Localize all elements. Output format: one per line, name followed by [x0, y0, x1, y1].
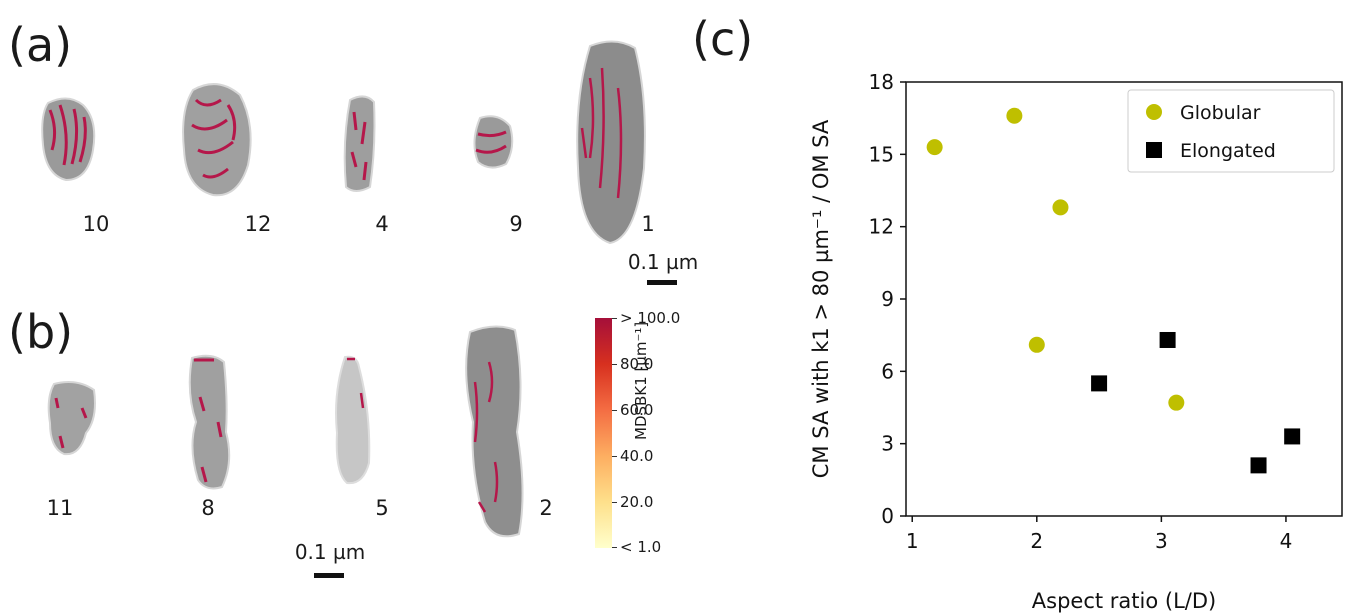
x-tick-label: 3	[1155, 529, 1168, 553]
panel-a-label: (a)	[8, 18, 73, 72]
mitochondrion-8-render	[184, 352, 240, 492]
y-tick-label: 3	[881, 432, 894, 456]
y-tick-label: 18	[869, 70, 894, 94]
legend-marker-elongated	[1146, 142, 1162, 158]
data-point-globular	[1052, 199, 1069, 216]
data-point-globular	[1168, 394, 1185, 411]
colorbar-tick-label: < 1.0	[620, 538, 662, 556]
row-b-scale-label: 0.1 µm	[294, 540, 366, 564]
row-a-scale-bar	[647, 280, 677, 285]
colorbar-tick	[612, 456, 617, 457]
panel-c-label: (c)	[692, 12, 754, 66]
legend-marker-globular	[1146, 104, 1162, 120]
x-tick-label: 4	[1280, 529, 1293, 553]
row-b-scale-bar	[314, 573, 344, 578]
legend-label-elongated: Elongated	[1180, 140, 1276, 162]
row-a-number-0: 10	[82, 212, 110, 236]
data-point-elongated	[1250, 457, 1267, 474]
colorbar-tick-label: > 100.0	[620, 309, 681, 327]
row-a-number-1: 12	[244, 212, 272, 236]
mitochondrion-10-render	[38, 95, 108, 185]
data-point-globular	[1006, 107, 1023, 124]
row-a-scale-label: 0.1 µm	[627, 250, 699, 274]
x-axis-label: Aspect ratio (L/D)	[1032, 589, 1216, 613]
colorbar-tick-label: 60.0	[620, 401, 654, 419]
mitochondrion-9-render	[468, 112, 518, 172]
panel-b-label: (b)	[8, 305, 74, 359]
data-point-elongated	[1159, 331, 1176, 348]
row-b-number-1: 8	[201, 496, 215, 520]
colorbar-tick-label: 40.0	[620, 447, 654, 465]
mitochondrion-4-render	[340, 92, 380, 197]
colorbar-tick	[612, 364, 617, 365]
row-a-number-3: 9	[509, 212, 523, 236]
legend-label-globular: Globular	[1180, 102, 1261, 124]
x-tick-label: 1	[906, 529, 919, 553]
row-b-number-3: 2	[539, 496, 553, 520]
data-point-elongated	[1091, 375, 1108, 392]
y-tick-label: 6	[881, 359, 894, 383]
colorbar-tick-label: 80.0	[620, 355, 654, 373]
x-tick-label: 2	[1030, 529, 1043, 553]
colorbar	[595, 318, 612, 548]
mitochondrion-12-render	[178, 80, 258, 200]
colorbar-tick	[612, 318, 617, 319]
colorbar-tick	[612, 410, 617, 411]
row-a-number-4: 1	[641, 212, 655, 236]
row-a-number-2: 4	[375, 212, 389, 236]
mitochondrion-5-render	[325, 353, 380, 488]
mitochondrion-2-render	[455, 322, 535, 542]
colorbar-tick	[612, 502, 617, 503]
scatter-chart: 0 3 6 9 12 15 18 1 2 3 4 Aspect ratio (L/D) CM SA wi…	[690, 0, 1352, 616]
row-b-number-2: 5	[375, 496, 389, 520]
mitochondrion-11-render	[42, 378, 102, 458]
y-axis-label: CM SA with k1 > 80 µm⁻¹ / OM SA	[809, 119, 833, 478]
legend-box	[1127, 89, 1335, 173]
colorbar-tick	[612, 547, 617, 548]
y-tick-label: 0	[881, 504, 894, 528]
y-tick-label: 12	[869, 215, 894, 239]
mitochondrion-1-render	[570, 38, 650, 248]
y-tick-label: 9	[881, 287, 894, 311]
data-point-globular	[1028, 336, 1045, 353]
data-point-elongated	[1284, 428, 1301, 445]
colorbar-title: MDSBK1 [µm⁻¹]	[632, 321, 650, 440]
data-point-globular	[926, 139, 943, 156]
row-b-number-0: 11	[46, 496, 74, 520]
y-tick-label: 15	[869, 142, 894, 166]
colorbar-tick-label: 20.0	[620, 493, 654, 511]
